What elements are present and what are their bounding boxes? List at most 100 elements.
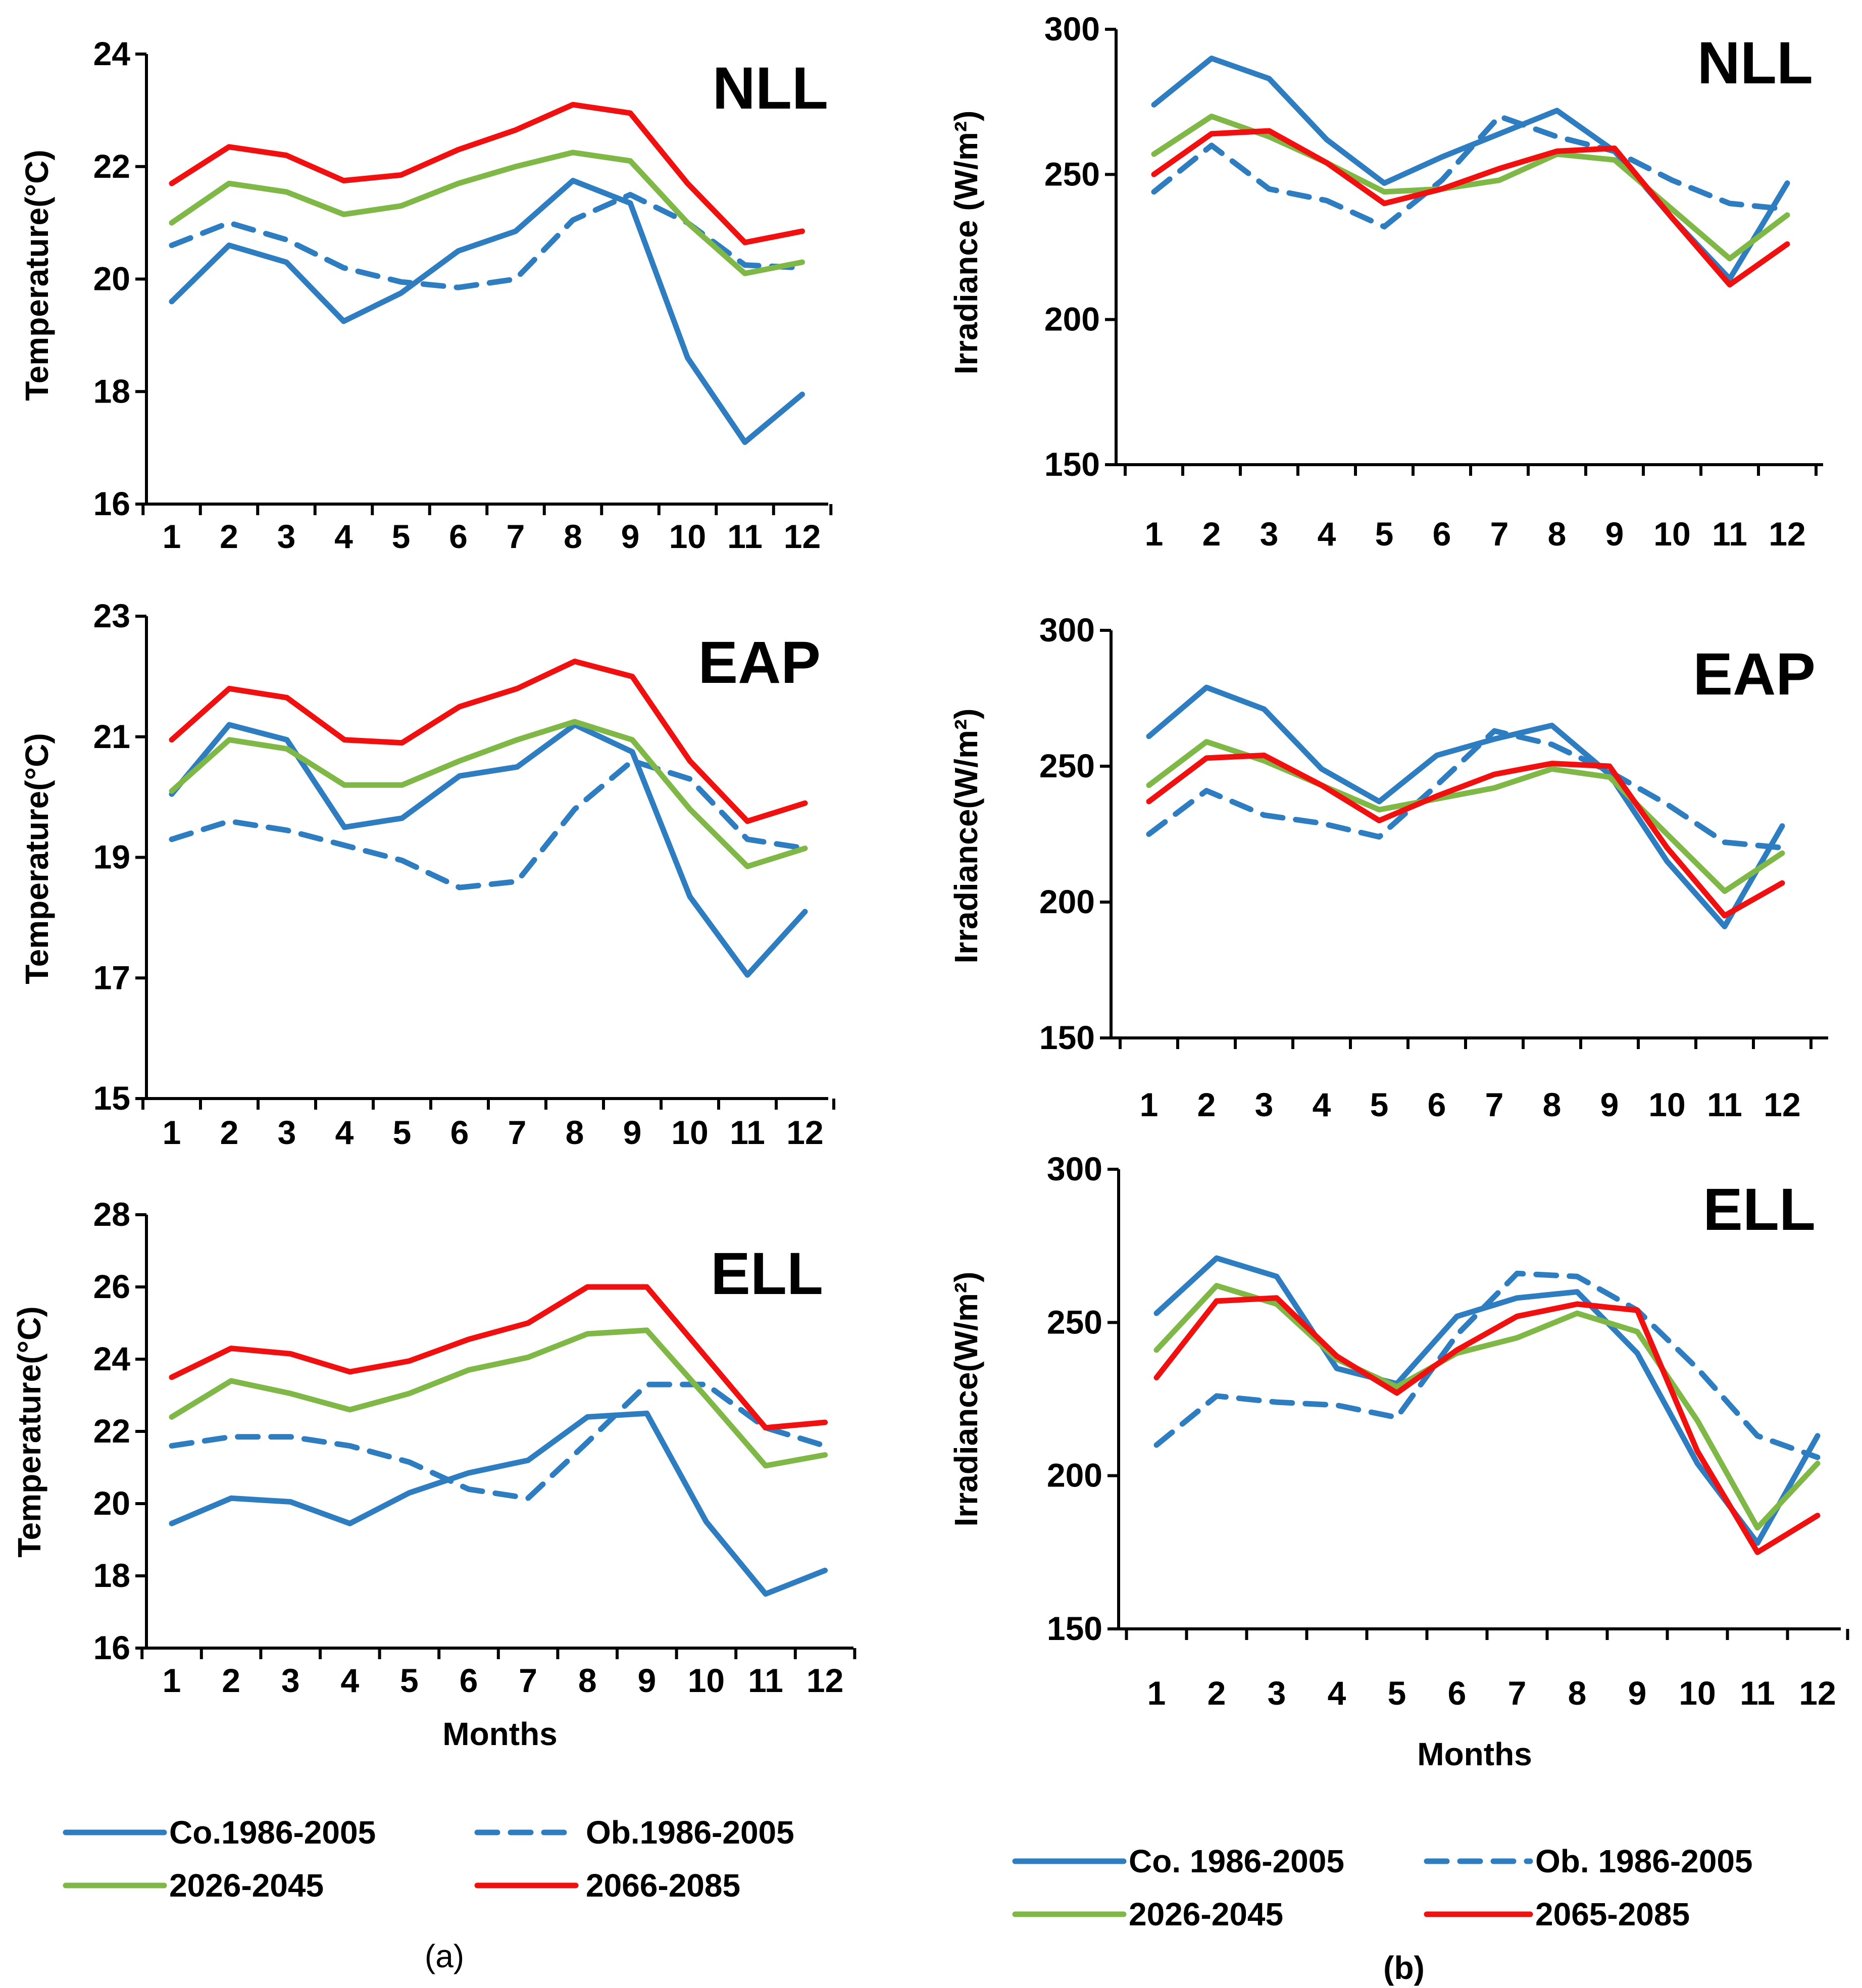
- x-tick-label: 3: [1268, 1674, 1286, 1712]
- x-tick-label: 1: [163, 1114, 181, 1151]
- y-tick-label: 17: [93, 959, 130, 996]
- x-tick-label: 7: [508, 1114, 527, 1151]
- y-tick-label: 200: [1047, 1457, 1102, 1494]
- x-tick-label: 9: [621, 518, 640, 555]
- y-axis-title: Temperature(°C): [19, 733, 55, 984]
- x-tick-label: 6: [1448, 1674, 1467, 1712]
- x-tick-label: 4: [1313, 1086, 1331, 1123]
- x-tick-label: 11: [748, 1662, 783, 1699]
- legend-a: Co.1986-2005 Ob.1986-2005 2026-2045 2066…: [63, 1814, 794, 1904]
- y-tick-label: 24: [93, 35, 131, 72]
- region-label: NLL: [1697, 30, 1813, 96]
- x-tick-label: 7: [519, 1662, 537, 1699]
- y-tick-label: 23: [93, 597, 130, 634]
- x-tick-label: 11: [730, 1114, 765, 1151]
- series-line-ob: [1146, 728, 1785, 851]
- x-tick-label: 12: [807, 1662, 843, 1699]
- x-tick-label: 9: [1600, 1086, 1619, 1123]
- legend-a-ob-label: Ob.1986-2005: [586, 1814, 794, 1851]
- legend-a-ob: Ob.1986-2005: [474, 1814, 794, 1851]
- y-tick-label: 22: [93, 147, 130, 185]
- y-tick-label: 250: [1044, 155, 1100, 192]
- y-axis-title: Irradiance(W/m²): [948, 709, 984, 964]
- legend-a-near: 2026-2045: [63, 1867, 324, 1904]
- y-tick-label: 22: [93, 1412, 130, 1450]
- x-tick-label: 2: [1197, 1086, 1216, 1123]
- x-tick-label: 9: [1605, 515, 1624, 553]
- region-label: ELL: [711, 1240, 823, 1307]
- series-line-ob: [169, 1381, 828, 1501]
- legend-a-co-label: Co.1986-2005: [169, 1814, 376, 1851]
- x-tick-label: 5: [393, 1114, 412, 1151]
- x-tick-label: 5: [1370, 1086, 1389, 1123]
- x-tick-label: 2: [220, 1114, 239, 1151]
- x-tick-label: 12: [1799, 1674, 1836, 1712]
- series-line-near: [169, 1327, 828, 1469]
- y-tick-label: 24: [93, 1340, 131, 1377]
- x-tick-label: 6: [449, 518, 468, 555]
- x-tick-label: 9: [637, 1662, 656, 1699]
- x-tick-label: 6: [450, 1114, 469, 1151]
- x-tick-label: 1: [1140, 1086, 1159, 1123]
- y-axis-title: Irradiance(W/m²): [948, 1272, 984, 1527]
- legend-b-far-label: 2065-2085: [1535, 1896, 1690, 1932]
- x-tick-label: 5: [400, 1662, 419, 1699]
- region-label: ELL: [1703, 1176, 1816, 1243]
- x-tick-label: 12: [1769, 515, 1805, 553]
- x-tick-label: 11: [727, 518, 763, 555]
- x-tick-label: 5: [1388, 1674, 1406, 1712]
- y-tick-label: 300: [1039, 611, 1095, 649]
- x-tick-label: 3: [1260, 515, 1279, 553]
- x-tick-label: 1: [163, 518, 181, 555]
- x-tick-label: 6: [460, 1662, 478, 1699]
- series-line-ob: [169, 758, 808, 890]
- x-tick-label: 10: [669, 518, 706, 555]
- y-tick-label: 150: [1044, 445, 1100, 483]
- region-label: EAP: [1693, 641, 1816, 708]
- legend-a-far-label: 2066-2085: [586, 1867, 740, 1904]
- series-line-ob: [1151, 113, 1790, 230]
- y-tick-label: 19: [93, 838, 130, 876]
- series-line-ob: [1153, 1270, 1821, 1460]
- x-tick-label: 2: [1207, 1674, 1226, 1712]
- y-tick-label: 16: [93, 485, 130, 522]
- y-tick-label: 28: [93, 1196, 130, 1233]
- y-tick-label: 16: [93, 1629, 130, 1666]
- panel-label-a: (a): [425, 1938, 464, 1974]
- x-tick-label: 8: [566, 1114, 584, 1151]
- series-line-near: [169, 150, 805, 276]
- series-line-co: [1146, 684, 1785, 929]
- series-line-far: [169, 659, 808, 824]
- legend-a-co: Co.1986-2005: [63, 1814, 376, 1851]
- y-tick-label: 200: [1044, 301, 1100, 338]
- y-axis-title: Temperature(°C): [11, 1306, 47, 1557]
- x-tick-label: 4: [1328, 1674, 1346, 1712]
- legend-b-near: 2026-2045: [1012, 1896, 1283, 1932]
- region-label: EAP: [698, 629, 821, 696]
- series-line-co: [169, 722, 808, 978]
- x-tick-label: 8: [578, 1662, 597, 1699]
- x-tick-label: 10: [1679, 1674, 1716, 1712]
- region-label: NLL: [713, 55, 828, 122]
- y-tick-label: 15: [93, 1079, 130, 1117]
- x-tick-label: 9: [623, 1114, 642, 1151]
- x-tick-label: 2: [220, 518, 238, 555]
- y-tick-label: 300: [1047, 1150, 1102, 1187]
- x-tick-label: 1: [163, 1662, 181, 1699]
- x-tick-label: 1: [1147, 1674, 1166, 1712]
- series-line-far: [1153, 1295, 1821, 1555]
- x-tick-label: 11: [1707, 1086, 1742, 1123]
- legend-a-far: 2066-2085: [474, 1867, 740, 1904]
- x-tick-label: 8: [1568, 1674, 1587, 1712]
- x-tick-label: 8: [1543, 1086, 1562, 1123]
- legend-b-co-label: Co. 1986-2005: [1129, 1843, 1344, 1879]
- series-line-near: [169, 719, 808, 869]
- legend-b-far: 2065-2085: [1424, 1896, 1690, 1932]
- x-tick-label: 5: [392, 518, 411, 555]
